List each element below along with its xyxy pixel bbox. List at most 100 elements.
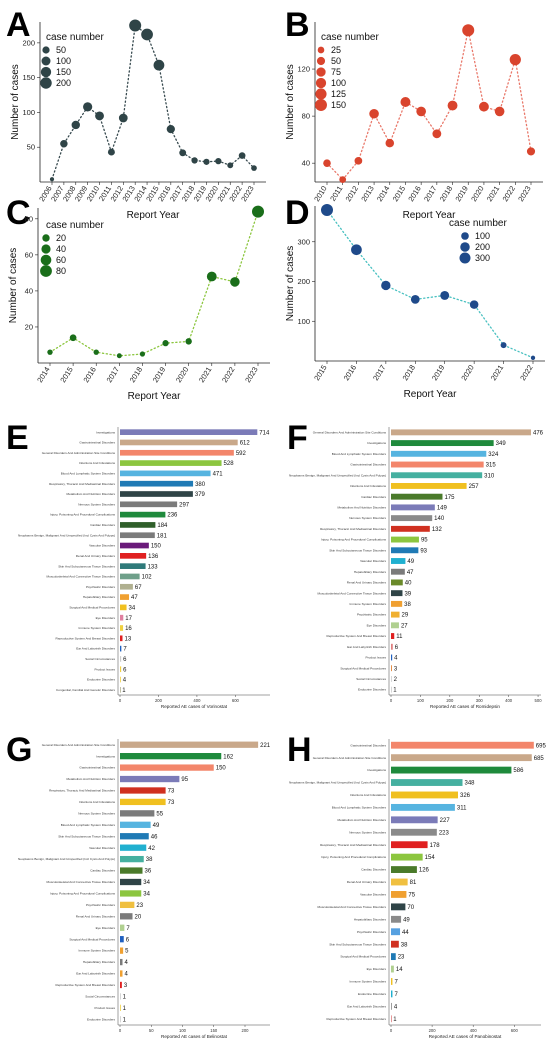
- legend-label: 200: [475, 242, 490, 252]
- bar-value-label: 47: [131, 595, 138, 601]
- data-point: [509, 54, 521, 66]
- bar: [391, 547, 419, 554]
- bar: [391, 633, 395, 639]
- category-label: Skin And Subcutaneous Tissue Disorders: [329, 942, 386, 946]
- category-label: Cardiac Disorders: [90, 869, 115, 873]
- data-point: [230, 277, 240, 287]
- bar-value-label: 14: [396, 967, 403, 973]
- bar-value-label: 11: [396, 634, 403, 640]
- y-tick-label: 100: [22, 108, 35, 117]
- bar-value-label: 95: [181, 777, 188, 783]
- category-label: Psychiatric Disorders: [357, 613, 387, 617]
- bar: [391, 1015, 392, 1023]
- bar: [391, 483, 467, 489]
- legend-swatch: [315, 88, 327, 100]
- bar: [391, 461, 484, 468]
- legend-title: case number: [449, 218, 507, 229]
- category-label: Injury, Poisoning And Procedural Complic…: [321, 855, 386, 859]
- data-point: [191, 157, 198, 164]
- y-axis-title: Number of cases: [8, 248, 19, 324]
- category-label: Vascular Disorders: [360, 559, 386, 563]
- legend-swatch: [460, 242, 470, 252]
- bar-value-label: 55: [156, 811, 163, 817]
- category-label: Social Circumstances: [356, 677, 386, 681]
- category-label: Social Circumstances: [85, 657, 115, 661]
- bar: [120, 470, 211, 477]
- bar: [391, 450, 487, 457]
- bar-value-label: 184: [157, 523, 168, 529]
- data-point: [69, 334, 77, 342]
- data-point: [129, 19, 142, 32]
- category-label: General Disorders And Administration Sit…: [42, 451, 116, 455]
- category-label: General Disorders And Administration Sit…: [313, 430, 387, 434]
- bar-value-label: 714: [259, 430, 270, 436]
- bar: [120, 878, 142, 886]
- bar-value-label: 140: [434, 516, 445, 522]
- x-tick-label: 500: [535, 698, 543, 703]
- x-tick-label: 400: [470, 1028, 478, 1033]
- category-label: Reproductive System And Breast Disorders: [56, 983, 116, 987]
- legend-swatch: [40, 254, 52, 266]
- bar: [391, 675, 392, 682]
- bar-value-label: 348: [465, 781, 476, 787]
- y-tick-label: 20: [25, 322, 33, 331]
- bar: [391, 686, 392, 693]
- data-point: [432, 129, 442, 139]
- bar: [120, 810, 155, 817]
- bar-value-label: 4: [123, 678, 127, 684]
- bar-value-label: 175: [444, 495, 455, 501]
- chart-panel-g: G General Disorders And Administration S…: [6, 731, 271, 1039]
- bar-value-label: 38: [146, 857, 153, 863]
- category-label: Product Issues: [366, 656, 387, 660]
- bar: [120, 775, 180, 783]
- bar: [120, 844, 147, 851]
- legend-swatch: [42, 234, 50, 242]
- bar: [120, 687, 121, 693]
- legend-label: 125: [331, 89, 346, 99]
- bar-value-label: 36: [145, 869, 152, 875]
- bar: [120, 753, 222, 760]
- bar: [120, 656, 122, 662]
- bar-value-label: 227: [440, 818, 451, 824]
- panel-letter-a: A: [6, 6, 31, 44]
- category-label: Gastrointestinal Disorders: [79, 766, 115, 770]
- category-label: Nervous System Disorders: [349, 830, 386, 834]
- bar-value-label: 93: [420, 548, 427, 554]
- y-axis-title: Number of cases: [10, 64, 21, 140]
- x-tick-label: 0: [390, 698, 393, 703]
- bar: [120, 947, 124, 954]
- bar: [120, 614, 124, 621]
- bar: [120, 542, 149, 549]
- bar-value-label: 136: [148, 554, 159, 560]
- bar-value-label: 324: [488, 452, 499, 458]
- bar: [391, 493, 443, 500]
- bar: [391, 568, 405, 575]
- series-line: [51, 24, 255, 180]
- bar: [120, 833, 149, 840]
- bar-value-label: 17: [125, 616, 132, 622]
- category-label: Immune System Disorders: [350, 602, 387, 606]
- bar: [391, 828, 437, 836]
- bar: [391, 965, 394, 973]
- category-label: Respiratory, Thoracic And Mediastinal Di…: [49, 789, 115, 793]
- data-point: [118, 113, 128, 123]
- panel-letter-f: F: [287, 419, 308, 457]
- bar: [391, 953, 396, 961]
- x-tick-label: 100: [179, 1028, 187, 1033]
- bar-value-label: 612: [240, 441, 251, 447]
- category-label: Congenital, Familial And Genetic Disorde…: [56, 688, 115, 692]
- legend-swatch: [316, 56, 326, 66]
- legend-title: case number: [46, 220, 104, 231]
- bar: [120, 666, 122, 673]
- legend-label: 50: [56, 45, 66, 55]
- bar-chart-f: General Disorders And Administration Sit…: [289, 427, 544, 709]
- data-point: [203, 158, 210, 165]
- bar-value-label: 4: [125, 960, 129, 966]
- data-point: [153, 59, 165, 71]
- bar-value-label: 1: [123, 1006, 127, 1012]
- category-label: Renal And Urinary Disorders: [76, 914, 116, 918]
- category-label: Hepatobiliary Disorders: [354, 570, 387, 574]
- category-label: Renal And Urinary Disorders: [347, 581, 387, 585]
- category-label: Psychiatric Disorders: [357, 930, 387, 934]
